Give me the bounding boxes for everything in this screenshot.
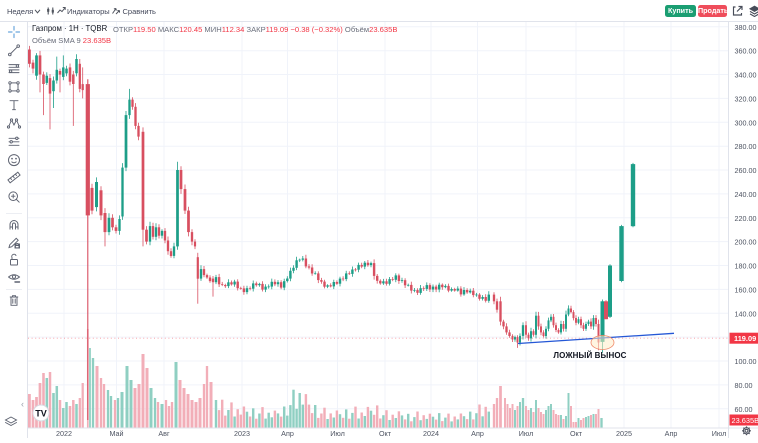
svg-text:Апр: Апр bbox=[471, 429, 484, 438]
svg-text:2025: 2025 bbox=[616, 429, 632, 438]
svg-text:2024: 2024 bbox=[423, 429, 439, 438]
svg-text:Авг: Авг bbox=[158, 429, 170, 438]
svg-text:Май: Май bbox=[109, 429, 123, 438]
svg-text:60.00: 60.00 bbox=[735, 405, 753, 414]
svg-text:Окт: Окт bbox=[379, 429, 392, 438]
svg-text:200.00: 200.00 bbox=[735, 238, 757, 247]
svg-text:220.00: 220.00 bbox=[735, 214, 757, 223]
svg-text:ЛОЖНЫЙ ВЫНОС: ЛОЖНЫЙ ВЫНОС bbox=[553, 351, 626, 360]
svg-text:119.09: 119.09 bbox=[734, 334, 756, 343]
svg-text:240.00: 240.00 bbox=[735, 190, 757, 199]
svg-text:180.00: 180.00 bbox=[735, 262, 757, 271]
svg-text:Окт: Окт bbox=[570, 429, 583, 438]
svg-text:80.00: 80.00 bbox=[735, 381, 753, 390]
svg-text:380.00: 380.00 bbox=[735, 23, 757, 32]
svg-text:360.00: 360.00 bbox=[735, 47, 757, 56]
svg-text:2022: 2022 bbox=[56, 429, 72, 438]
svg-text:320.00: 320.00 bbox=[735, 94, 757, 103]
svg-text:160.00: 160.00 bbox=[735, 285, 757, 294]
svg-text:140.00: 140.00 bbox=[735, 309, 757, 318]
svg-text:Апр: Апр bbox=[281, 429, 294, 438]
svg-text:23.635B: 23.635B bbox=[732, 416, 758, 425]
svg-text:300.00: 300.00 bbox=[735, 118, 757, 127]
svg-text:2023: 2023 bbox=[234, 429, 250, 438]
svg-text:TV: TV bbox=[35, 409, 47, 419]
svg-text:Июл: Июл bbox=[330, 429, 345, 438]
svg-text:260.00: 260.00 bbox=[735, 166, 757, 175]
svg-text:340.00: 340.00 bbox=[735, 71, 757, 80]
svg-text:100.00: 100.00 bbox=[735, 357, 757, 366]
svg-text:‹: ‹ bbox=[21, 399, 24, 409]
svg-text:Апр: Апр bbox=[665, 429, 678, 438]
svg-text:Июл: Июл bbox=[519, 429, 534, 438]
svg-text:280.00: 280.00 bbox=[735, 142, 757, 151]
svg-text:Июл: Июл bbox=[712, 429, 727, 438]
